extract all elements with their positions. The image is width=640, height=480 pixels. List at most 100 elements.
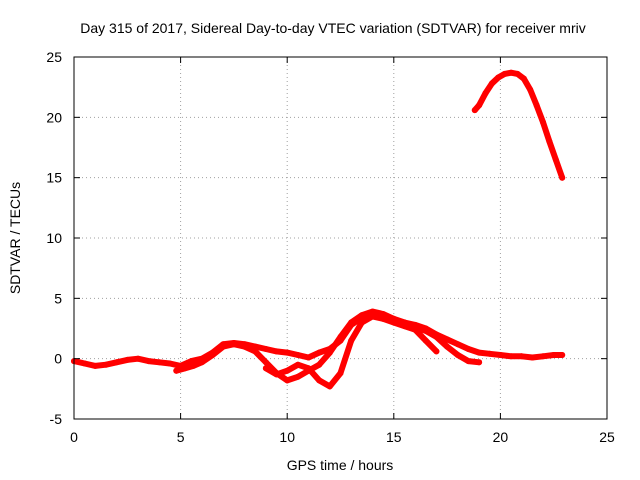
data-point	[488, 80, 495, 87]
data-point	[533, 102, 540, 109]
data-point	[550, 352, 557, 358]
y-tick-label: 20	[46, 109, 62, 125]
data-point	[294, 373, 301, 380]
data-point	[198, 359, 205, 366]
data-point	[540, 119, 546, 126]
data-point	[294, 361, 301, 368]
x-tick-label: 0	[70, 429, 78, 445]
data-point	[326, 349, 333, 356]
data-point	[552, 156, 559, 163]
data-point	[103, 361, 109, 368]
data-point	[294, 352, 301, 358]
data-point	[92, 362, 99, 369]
data-point	[412, 326, 419, 333]
data-point	[454, 341, 461, 348]
data-point	[190, 362, 197, 369]
data-point	[486, 350, 493, 357]
data-point	[252, 348, 259, 355]
data-point	[113, 359, 120, 366]
data-point	[444, 343, 451, 350]
data-point	[188, 358, 195, 365]
series-line	[71, 309, 566, 369]
data-point	[527, 86, 534, 93]
y-tick-label: -5	[50, 411, 63, 427]
data-point	[501, 70, 508, 77]
y-tick-label: 5	[54, 290, 62, 306]
data-point	[559, 352, 566, 358]
axis-ticks: 0 5 10 15 20 25 -5 0 5 10 15 20 25	[46, 49, 615, 445]
data-point	[433, 333, 440, 340]
series-trace-b	[173, 308, 483, 384]
data-point	[482, 90, 489, 97]
data-point	[495, 74, 502, 81]
data-point	[337, 333, 344, 340]
series-trace-d	[471, 69, 566, 181]
data-point	[476, 359, 483, 366]
data-point	[124, 356, 131, 363]
data-point	[337, 370, 344, 377]
y-axis-label: SDTVAR / TECUs	[7, 182, 23, 294]
data-point	[390, 319, 397, 326]
data-point	[262, 346, 269, 352]
y-tick-label: 15	[46, 170, 62, 186]
x-tick-label: 20	[493, 429, 509, 445]
data-point	[230, 341, 237, 348]
data-point	[465, 346, 472, 352]
chart-title: Day 315 of 2017, Sidereal Day-to-day VTE…	[80, 20, 585, 36]
data-point	[358, 319, 365, 326]
data-point	[284, 377, 291, 384]
data-point	[166, 360, 173, 367]
data-point	[546, 138, 553, 145]
data-point	[209, 352, 216, 358]
data-point	[497, 352, 504, 358]
data-point	[262, 359, 269, 366]
data-point	[559, 174, 566, 181]
data-point	[465, 358, 472, 365]
x-tick-label: 10	[279, 429, 295, 445]
y-tick-label: 10	[46, 230, 62, 246]
data-point	[422, 337, 429, 344]
data-point	[444, 336, 451, 343]
data-point	[316, 361, 323, 368]
data-point	[422, 327, 429, 334]
data-point	[135, 355, 141, 362]
data-point	[380, 315, 387, 322]
data-point	[433, 348, 440, 355]
series-trace-a	[71, 309, 566, 369]
data-point	[540, 353, 546, 360]
y-tick-label: 0	[54, 351, 62, 367]
data-point	[241, 343, 248, 350]
data-series	[71, 69, 566, 390]
data-point	[284, 349, 291, 356]
data-point	[173, 367, 180, 374]
data-point	[514, 70, 521, 77]
series-trace-c	[262, 313, 440, 390]
data-point	[220, 343, 227, 350]
data-point	[358, 312, 365, 319]
data-point	[401, 323, 408, 330]
data-point	[262, 365, 269, 372]
data-point	[145, 358, 152, 365]
data-point	[518, 353, 525, 360]
x-tick-label: 25	[599, 429, 615, 445]
data-point	[476, 349, 483, 356]
data-point	[273, 348, 280, 355]
data-point	[369, 313, 376, 320]
x-tick-label: 15	[386, 429, 402, 445]
data-point	[520, 75, 527, 82]
data-point	[508, 353, 515, 360]
data-point	[471, 107, 478, 114]
data-point	[156, 359, 163, 366]
data-point	[529, 354, 536, 361]
data-point	[181, 365, 188, 372]
data-point	[81, 360, 88, 367]
data-point	[508, 69, 515, 76]
data-point	[316, 377, 323, 384]
data-point	[348, 319, 355, 326]
data-point	[305, 354, 312, 361]
data-point	[316, 349, 323, 356]
data-point	[348, 337, 355, 344]
data-point	[273, 371, 280, 378]
data-point	[476, 102, 483, 109]
